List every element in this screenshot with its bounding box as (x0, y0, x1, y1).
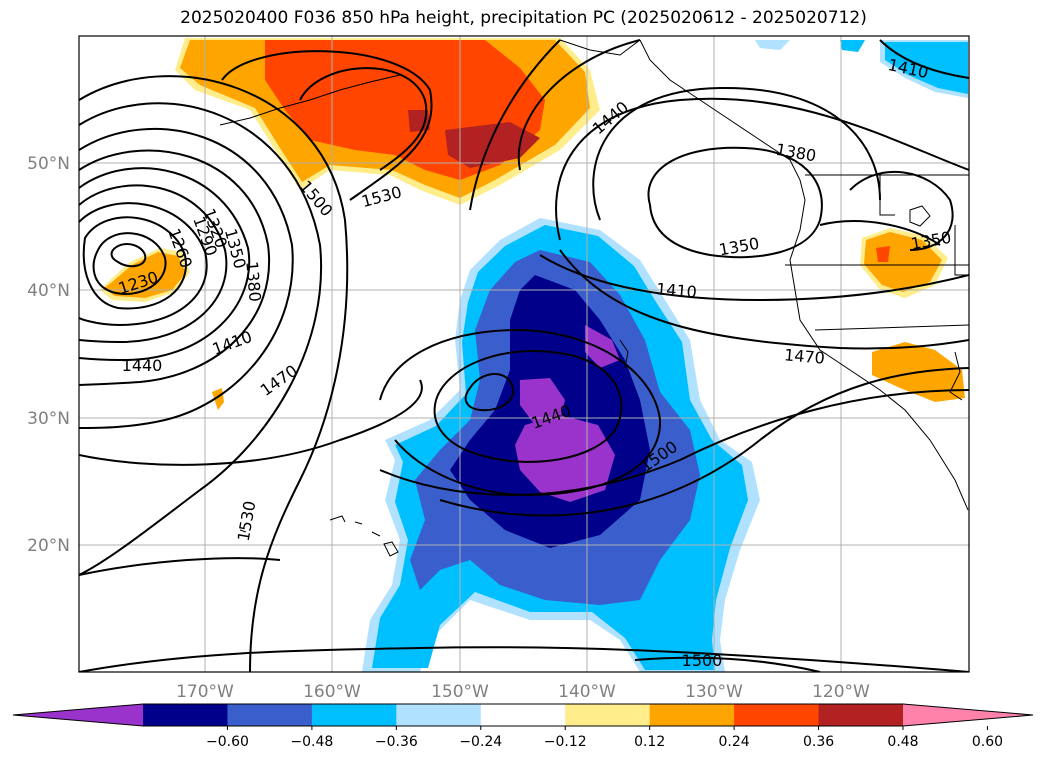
colorbar-tick-label: 0.24 (719, 734, 750, 750)
contour-label: 1500 (682, 651, 723, 670)
height-contours (79, 39, 969, 672)
colorbar-extend-high (903, 704, 1033, 726)
lon-label: 140°W (558, 682, 616, 702)
colorbar-segment (734, 704, 820, 726)
coastlines (219, 39, 969, 557)
lat-label: 50°N (27, 154, 70, 174)
colorbar-segment (480, 704, 566, 726)
latitude-labels: 50°N 40°N 30°N 20°N (27, 154, 70, 556)
negative-anomaly-central (362, 218, 760, 672)
colorbar-segment (818, 704, 904, 726)
lat-label: 40°N (27, 281, 70, 301)
colorbar-segment (565, 704, 651, 726)
colorbar-tick-label: −0.24 (459, 734, 502, 750)
lon-label: 130°W (685, 682, 743, 702)
colorbar-extend-low (13, 704, 143, 726)
lon-label: 160°W (303, 682, 361, 702)
lat-label: 30°N (27, 409, 70, 429)
colorbar-tick-label: −0.48 (290, 734, 333, 750)
colorbar-tick-label: 0.36 (803, 734, 834, 750)
colorbar: −0.60 −0.48 −0.36 −0.24 −0.12 0.12 0.24 0.36 0.4… (12, 703, 1034, 750)
colorbar-segment (143, 704, 228, 726)
contour-label: 1470 (783, 345, 825, 367)
lon-label: 150°W (431, 682, 489, 702)
colorbar-tick-label: 0.12 (634, 734, 665, 750)
colorbar-tick-label: −0.12 (544, 734, 587, 750)
contour-label: 1440 (122, 356, 163, 375)
longitude-labels: 170°W 160°W 150°W 140°W 130°W 120°W (176, 682, 870, 702)
lon-label: 170°W (176, 682, 234, 702)
lat-label: 20°N (27, 536, 70, 556)
graticule (79, 36, 969, 672)
contour-label: 1410 (655, 279, 697, 301)
colorbar-tick-label: −0.36 (375, 734, 418, 750)
colorbar-segment (227, 704, 313, 726)
contour-label: 1380 (242, 260, 264, 302)
colorbar-segment (649, 704, 735, 726)
colorbar-tick-label: 0.48 (887, 734, 918, 750)
colorbar-tick-label: −0.60 (206, 734, 249, 750)
plot-frame (78, 35, 970, 673)
lon-label: 120°W (812, 682, 870, 702)
colorbar-tick-label: 0.60 (972, 734, 1003, 750)
colorbar-segment (396, 704, 482, 726)
colorbar-segment (311, 704, 397, 726)
colorbar-outline (12, 703, 1034, 727)
map-title: 2025020400 F036 850 hPa height, precipit… (180, 8, 867, 28)
